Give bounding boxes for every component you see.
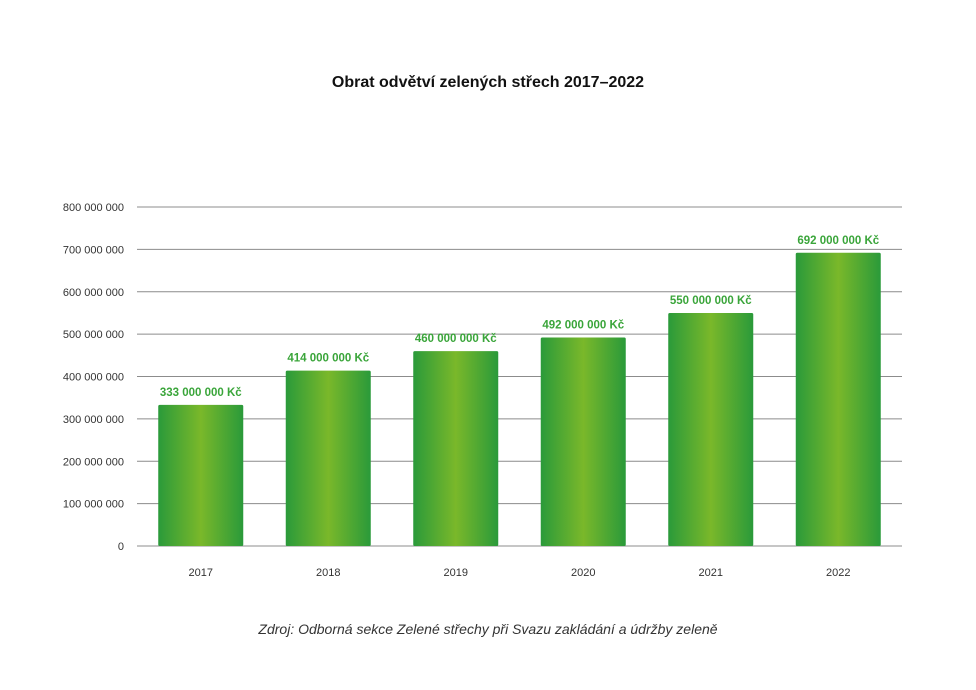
gridlines [137,206,902,547]
x-tick-label: 2022 [826,567,850,579]
bar [668,312,754,546]
data-label: 550 000 000 Kč [670,295,752,307]
y-tick-label: 800 000 000 [63,202,124,214]
y-tick-label: 700 000 000 [63,244,124,256]
y-tick-label: 500 000 000 [63,329,124,341]
x-tick-label: 2018 [316,567,340,579]
y-tick-label: 600 000 000 [63,287,124,299]
bar [158,404,244,546]
data-label: 492 000 000 Kč [542,320,624,332]
bars [158,252,881,546]
bar [540,337,626,546]
y-tick-label: 100 000 000 [63,499,124,511]
y-axis: 0 100 000 000 200 000 000 300 000 000 400 00… [63,202,124,553]
y-tick-label: 200 000 000 [63,456,124,468]
x-tick-label: 2020 [571,567,595,579]
bar [413,351,499,546]
x-tick-label: 2021 [699,567,723,579]
bar [795,252,881,546]
y-tick-label: 400 000 000 [63,372,124,384]
x-axis: 2017 2018 2019 2020 2021 2022 [189,567,851,579]
y-tick-label: 0 [118,541,124,553]
x-tick-label: 2017 [189,567,213,579]
data-label: 414 000 000 Kč [287,353,369,365]
data-label: 460 000 000 Kč [415,333,497,345]
x-tick-label: 2019 [444,567,468,579]
source-note: Zdroj: Odborná sekce Zelené střechy při … [258,621,718,637]
data-label: 333 000 000 Kč [160,387,242,399]
bar [285,370,371,546]
y-tick-label: 300 000 000 [63,414,124,426]
data-labels: 333 000 000 Kč 414 000 000 Kč 460 000 000 … [160,235,880,399]
data-label: 692 000 000 Kč [797,235,879,247]
chart-title: Obrat odvětví zelených střech 2017–2022 [331,74,645,91]
